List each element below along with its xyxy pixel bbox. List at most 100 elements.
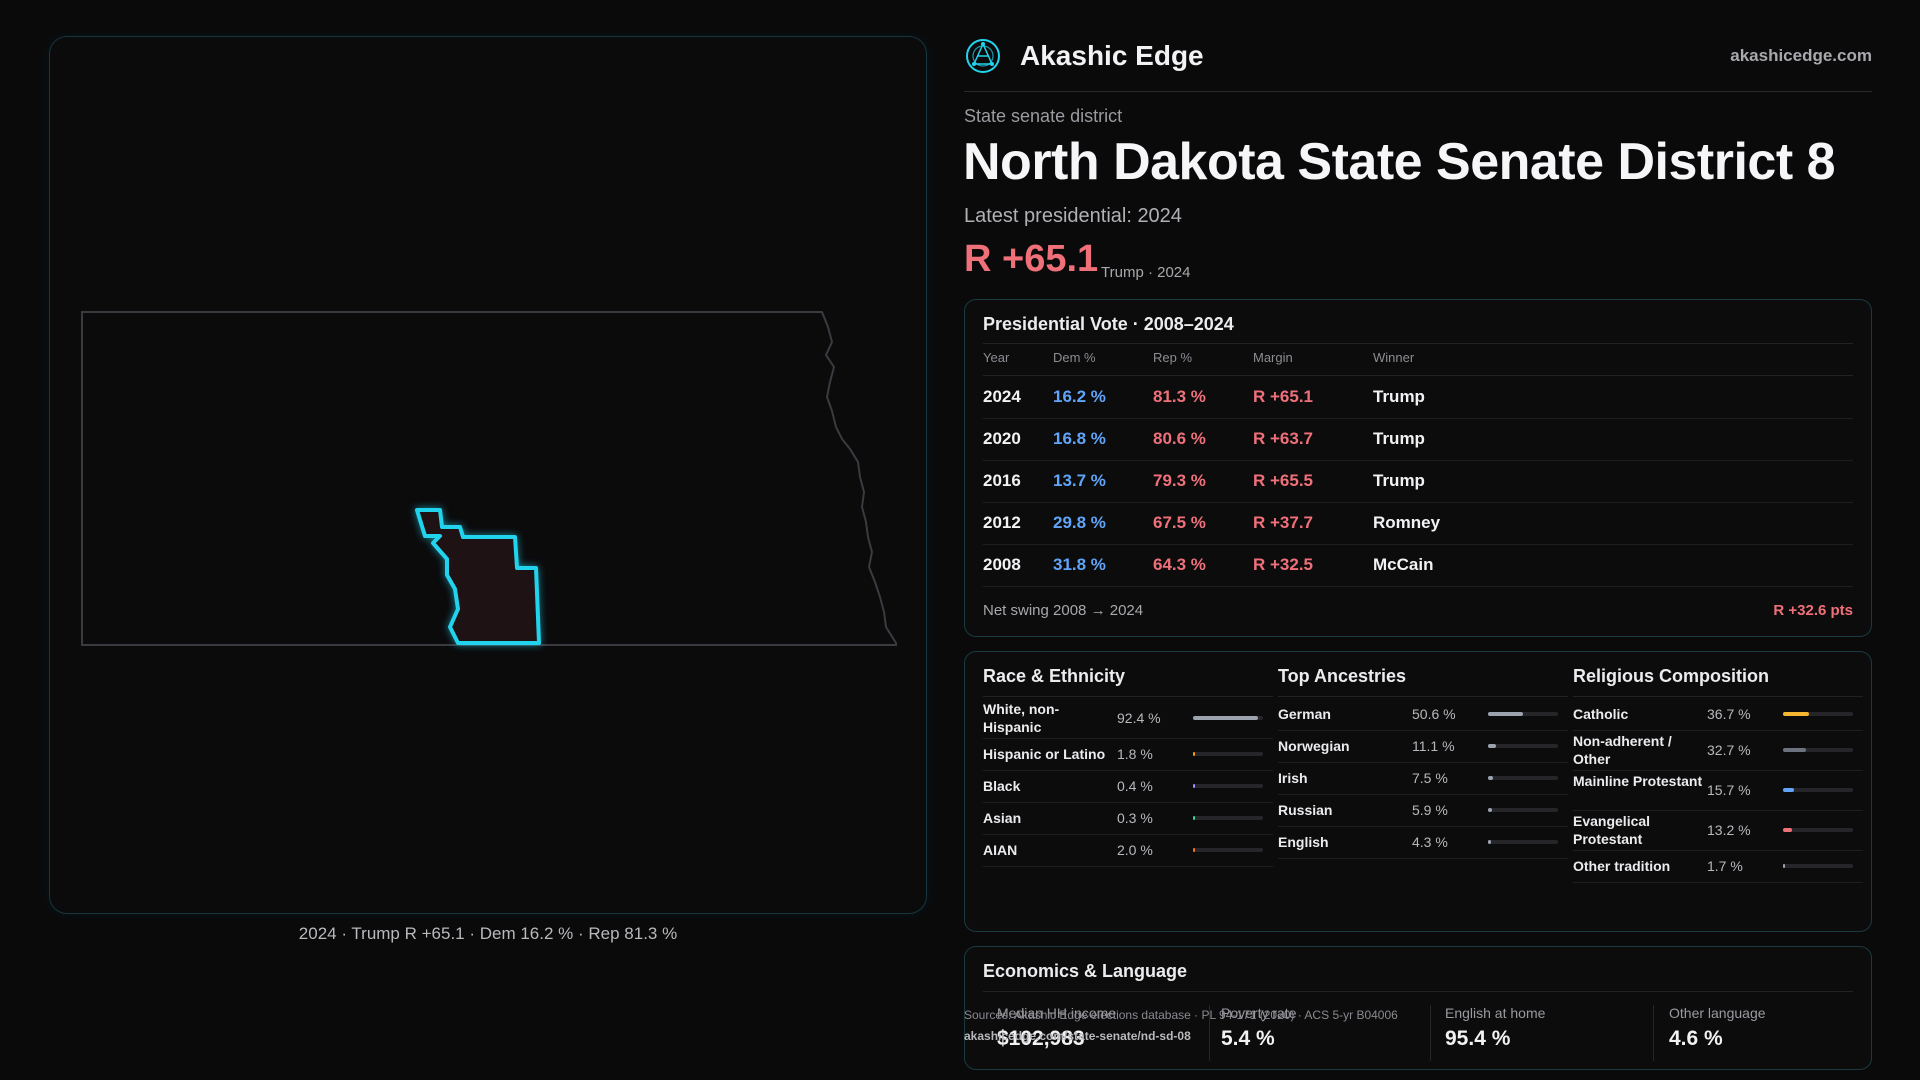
item-label: English [1278,834,1329,850]
item-label: White, non-Hispanic [983,701,1060,735]
divider [983,696,1273,697]
ancestry-title: Top Ancestries [1278,666,1407,686]
source-url[interactable]: akashicedge.com/state-senate/nd-sd-08 [964,1029,1191,1043]
ancestry-column: Top Ancestries German 50.6 % Norwegian 11.1… [1278,652,1568,931]
econ-stat-value: 4.6 % [1669,1027,1723,1050]
share-bar-fill [1783,712,1809,716]
share-bar-fill [1488,712,1524,716]
table-row: 2016 13.7 % 79.3 % R +65.5 Trump [983,460,1853,503]
divider [1573,696,1863,697]
economics-title: Economics & Language [983,961,1188,981]
source-footer: Sources: Akashic Edge elections database… [964,1005,1398,1047]
share-bar-fill [1783,788,1794,792]
item-value: 1.8 % [1117,746,1153,762]
item-value: 92.4 % [1117,710,1161,726]
share-bar [1488,776,1558,780]
share-bar-fill [1783,828,1793,832]
site-link[interactable]: akashicedge.com [1730,46,1872,65]
page-title: North Dakota State Senate District 8 [963,133,1836,191]
share-bar-fill [1193,752,1195,756]
winner-cell: Romney [1373,513,1441,532]
col-rep: Rep % [1153,350,1193,365]
item-value: 2.0 % [1117,842,1153,858]
list-item: Evangelical Protestant 13.2 % [1573,810,1863,851]
table-row: 2012 29.8 % 67.5 % R +37.7 Romney [983,502,1853,545]
dem-cell: 29.8 % [1053,513,1106,532]
econ-stat-label: Poverty rate [1221,1005,1297,1021]
year-cell: 2008 [983,555,1021,574]
list-item: AIAN 2.0 % [983,834,1273,867]
list-item: Non-adherent / Other 32.7 % [1573,730,1863,771]
item-value: 0.4 % [1117,778,1153,794]
rep-cell: 81.3 % [1153,387,1206,406]
header-divider [964,91,1872,92]
item-label: Norwegian [1278,738,1350,754]
share-bar [1193,848,1263,852]
share-bar [1783,788,1853,792]
map-panel [49,36,927,914]
list-item: Black 0.4 % [983,770,1273,803]
share-bar [1193,716,1263,720]
share-bar [1783,712,1853,716]
list-item: Norwegian 11.1 % [1278,730,1568,763]
list-item: Mainline Protestant 15.7 % [1573,770,1863,811]
item-value: 36.7 % [1707,706,1751,722]
item-value: 7.5 % [1412,770,1448,786]
econ-stat-label: English at home [1445,1005,1546,1021]
map-caption: 2024 · Trump R +65.1 · Dem 16.2 % · Rep … [298,924,678,943]
rep-cell: 64.3 % [1153,555,1206,574]
race-column: Race & Ethnicity White, non-Hispanic 92.4… [983,652,1273,931]
item-value: 11.1 % [1412,738,1455,754]
list-item: Russian 5.9 % [1278,794,1568,827]
share-bar-fill [1783,748,1806,752]
dem-cell: 16.2 % [1053,387,1106,406]
latest-presidential: Latest presidential: 2024 [964,205,1182,227]
race-title: Race & Ethnicity [983,666,1126,686]
headline-margin: R +65.1 [964,238,1099,280]
item-label: Catholic [1573,706,1629,722]
share-bar-fill [1488,776,1494,780]
net-swing-value: R +32.6 pts [1773,602,1853,619]
district-shape[interactable] [415,508,541,645]
winner-cell: Trump [1373,471,1425,490]
year-cell: 2016 [983,471,1021,490]
item-value: 1.7 % [1707,858,1743,874]
divider [983,375,1853,376]
network-globe-icon [966,39,1000,73]
share-bar-fill [1193,816,1195,820]
divider [1209,1005,1210,1061]
item-label: Other tradition [1573,858,1671,874]
district-map[interactable] [50,37,928,915]
list-item: Irish 7.5 % [1278,762,1568,795]
divider [1278,696,1568,697]
table-row: 2008 31.8 % 64.3 % R +32.5 McCain [983,544,1853,587]
divider [1430,1005,1431,1061]
winner-cell: Trump [1373,429,1425,448]
religion-column: Religious Composition Catholic 36.7 % Non-… [1573,652,1863,931]
item-value: 32.7 % [1707,742,1751,758]
share-bar-fill [1193,716,1258,720]
economics-card: Economics & Language Median HH income $1… [964,946,1872,1070]
share-bar-fill [1488,840,1491,844]
item-label: Black [983,778,1021,794]
col-year: Year [983,350,1010,365]
net-swing-label: Net swing 2008 → 2024 [983,602,1144,619]
brand-name: Akashic Edge [1020,40,1204,71]
rep-cell: 80.6 % [1153,429,1206,448]
dem-cell: 31.8 % [1053,555,1106,574]
item-label: Hispanic or Latino [983,746,1106,762]
dem-cell: 13.7 % [1053,471,1106,490]
list-item: Other tradition 1.7 % [1573,850,1863,883]
share-bar [1193,816,1263,820]
rep-cell: 67.5 % [1153,513,1206,532]
table-row: 2024 16.2 % 81.3 % R +65.1 Trump [983,376,1853,419]
list-item: White, non-Hispanic 92.4 % [983,698,1273,739]
item-label: Asian [983,810,1022,826]
divider [983,991,1853,992]
share-bar [1193,784,1263,788]
year-cell: 2020 [983,429,1021,448]
brand[interactable]: Akashic Edge [964,36,1204,76]
col-margin: Margin [1253,350,1293,365]
item-label: Evangelical Protestant [1573,813,1651,847]
divider [983,343,1853,344]
